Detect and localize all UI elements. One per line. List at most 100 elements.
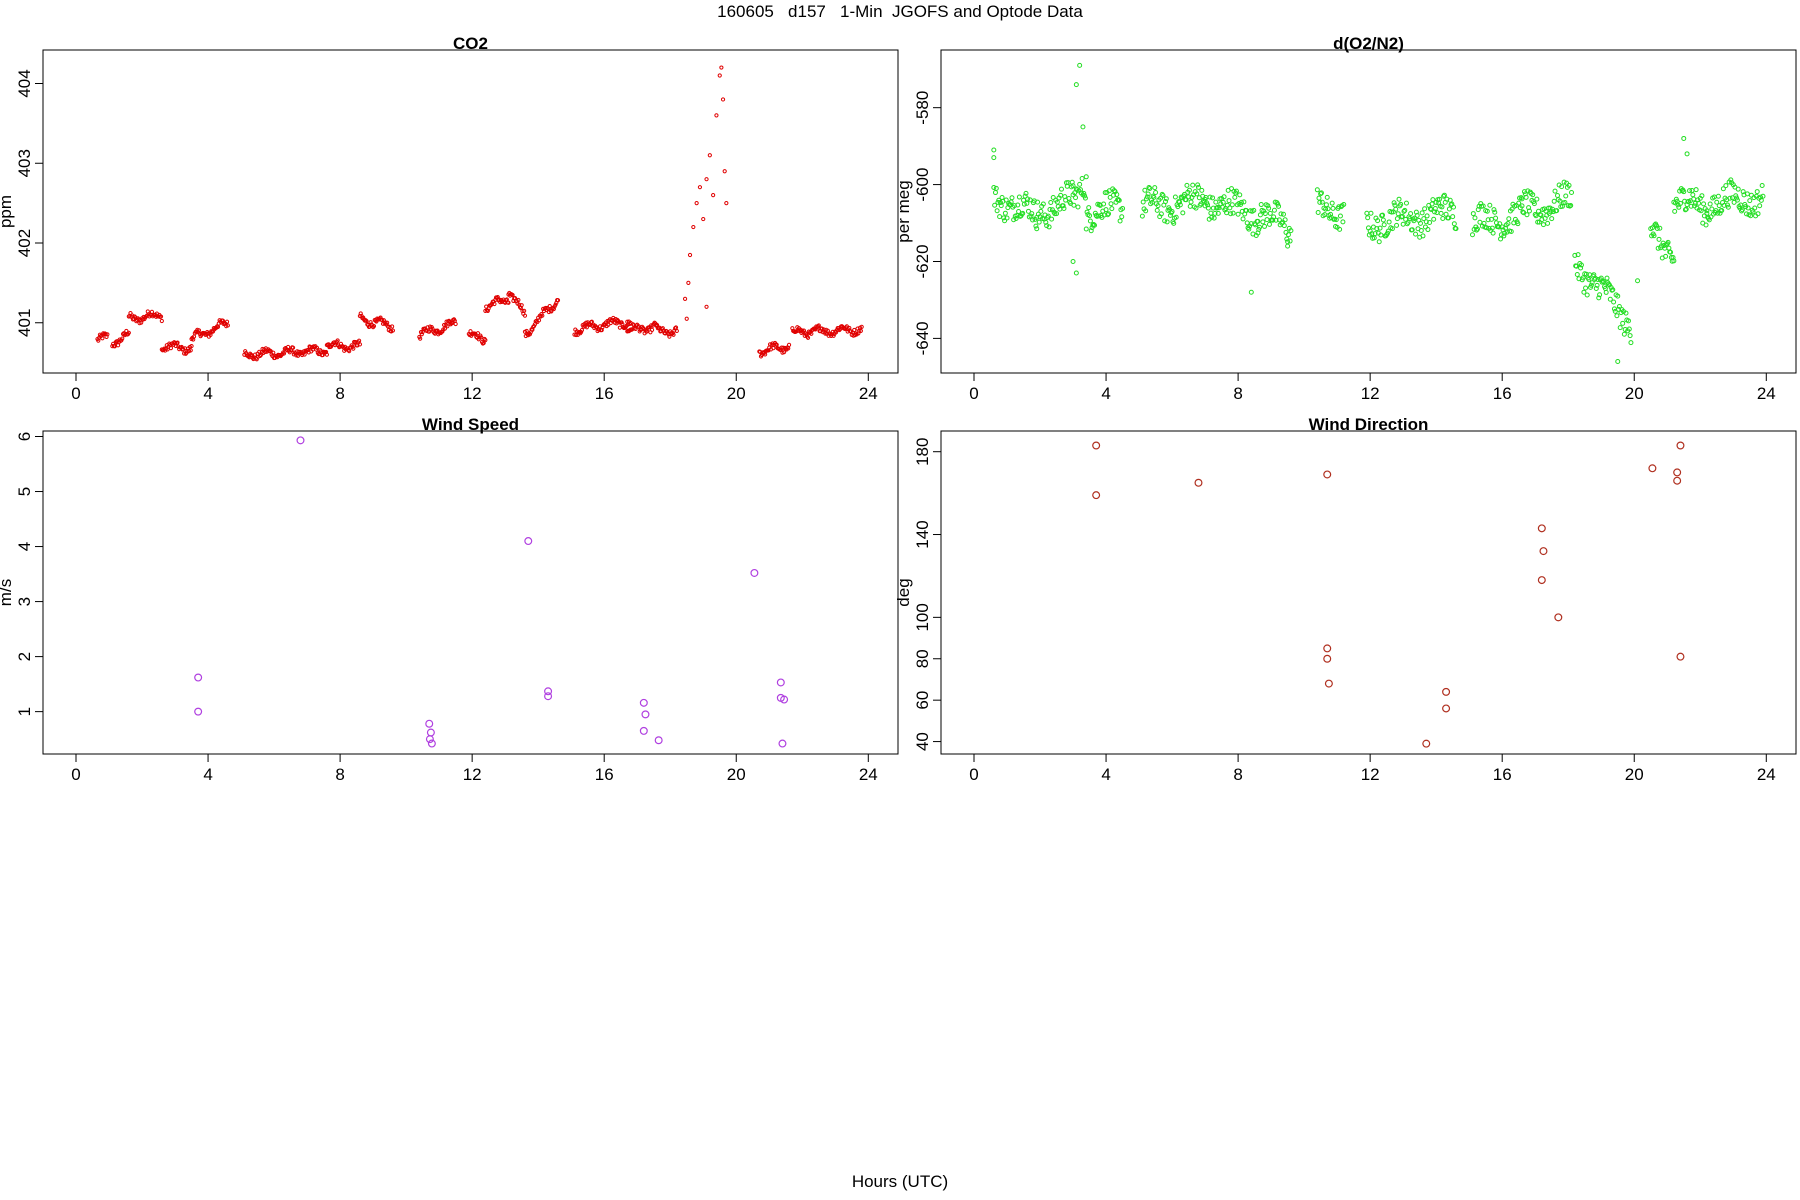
o2n2-point [1020, 210, 1026, 216]
o2n2-point [1164, 219, 1170, 225]
o2n2-point [1394, 216, 1400, 222]
wind_speed-point [654, 736, 663, 745]
o2n2-point [1235, 211, 1241, 217]
co2-point [674, 328, 679, 334]
o2n2-point [1393, 206, 1399, 212]
co2-point [371, 324, 377, 329]
co2-point [281, 351, 287, 356]
o2n2-point [1369, 231, 1375, 237]
o2n2-point [1434, 210, 1440, 216]
o2n2-point [1505, 221, 1511, 227]
wind_dir-point [1554, 613, 1563, 622]
wind_dir-point [1323, 654, 1332, 663]
o2n2-point [1083, 174, 1089, 180]
wind_speed-point [427, 739, 436, 748]
o2n2-point [1149, 199, 1155, 205]
o2n2-point [1281, 223, 1287, 229]
o2n2-point [1016, 194, 1022, 200]
o2n2-point [1714, 199, 1720, 205]
co2-point [682, 296, 688, 301]
o2n2-point [1002, 218, 1008, 224]
co2-point [453, 321, 458, 327]
o2n2-point [1534, 196, 1540, 202]
o2n2-point [1086, 205, 1092, 211]
o2n2-point [1090, 222, 1096, 228]
o2n2-point [1147, 185, 1153, 191]
o2n2-point [1318, 190, 1324, 196]
wind_speed-y-tick-label: 5 [15, 487, 34, 496]
o2n2-point [1734, 197, 1740, 203]
o2n2-point [1070, 183, 1076, 189]
o2n2-point [1232, 194, 1238, 200]
o2n2-point [1740, 189, 1746, 195]
co2-point [697, 185, 703, 190]
o2n2-point [1380, 217, 1386, 223]
o2n2-point [1221, 194, 1227, 200]
o2n2-point [1422, 206, 1428, 212]
o2n2-point [1502, 225, 1508, 231]
o2n2-point [1177, 199, 1183, 205]
co2-point [555, 298, 561, 303]
o2n2-point [1526, 205, 1532, 211]
o2n2-point [1190, 182, 1196, 188]
co2-x-tick-label: 20 [727, 384, 746, 403]
o2n2-point [1169, 209, 1175, 215]
o2n2-point [1519, 203, 1525, 209]
co2-x-tick-label: 12 [463, 384, 482, 403]
o2n2-point [1330, 205, 1336, 211]
o2n2-point [1154, 207, 1160, 213]
co2-point [649, 327, 655, 333]
o2n2-point [1025, 208, 1031, 214]
wind_speed-points [194, 436, 789, 748]
o2n2-point [1317, 199, 1323, 205]
o2n2-point [1654, 223, 1660, 229]
o2n2-point [1023, 190, 1029, 196]
o2n2-point [1021, 201, 1027, 207]
o2n2-point [1627, 333, 1633, 339]
co2-point [724, 201, 729, 206]
o2n2-point [1001, 215, 1007, 221]
o2n2-point [1022, 193, 1028, 199]
o2n2-point [1160, 192, 1166, 198]
o2n2-point [992, 202, 998, 208]
wind_dir-panel: Wind Direction 0 4 8 12 16 20 24 40 60 80 100 140 180… [894, 415, 1797, 784]
o2n2-point [1651, 233, 1657, 239]
o2n2-point [1683, 206, 1689, 212]
o2n2-point [1033, 223, 1039, 229]
o2n2-point [1423, 219, 1429, 225]
o2n2-point [1237, 192, 1243, 198]
o2n2-point [1597, 292, 1603, 298]
o2n2-point [1151, 194, 1157, 200]
o2n2-point [1210, 195, 1216, 201]
o2n2-point [1533, 213, 1539, 219]
co2-point [139, 320, 144, 325]
o2n2-point [1752, 205, 1758, 211]
wind_dir-point [1092, 441, 1101, 450]
o2n2-point [1374, 226, 1380, 232]
co2-point [479, 335, 484, 340]
o2n2-point [1540, 222, 1546, 228]
co2-point [440, 329, 445, 334]
o2n2-point [1474, 226, 1480, 232]
o2n2-point [1750, 209, 1756, 215]
o2n2-point [1628, 340, 1634, 346]
o2n2-x-tick-label: 20 [1625, 384, 1644, 403]
o2n2-point [1561, 179, 1567, 185]
o2n2-point [1267, 210, 1273, 216]
o2n2-point [1564, 180, 1570, 186]
o2n2-point [1747, 198, 1753, 204]
o2n2-point [1538, 212, 1544, 218]
o2n2-point [1692, 200, 1698, 206]
o2n2-point [1194, 191, 1200, 197]
wind_dir-y-tick-label: 140 [913, 520, 932, 548]
o2n2-point [1058, 186, 1064, 192]
co2-point [852, 327, 857, 333]
co2-point [168, 346, 174, 351]
wind_speed-title: Wind Speed [422, 415, 519, 434]
o2n2-point [1430, 197, 1436, 203]
o2n2-point [1509, 206, 1515, 212]
wind_dir-point [1442, 704, 1451, 713]
o2n2-point [1699, 193, 1705, 199]
co2-point [617, 325, 622, 330]
o2n2-point [1614, 313, 1620, 319]
